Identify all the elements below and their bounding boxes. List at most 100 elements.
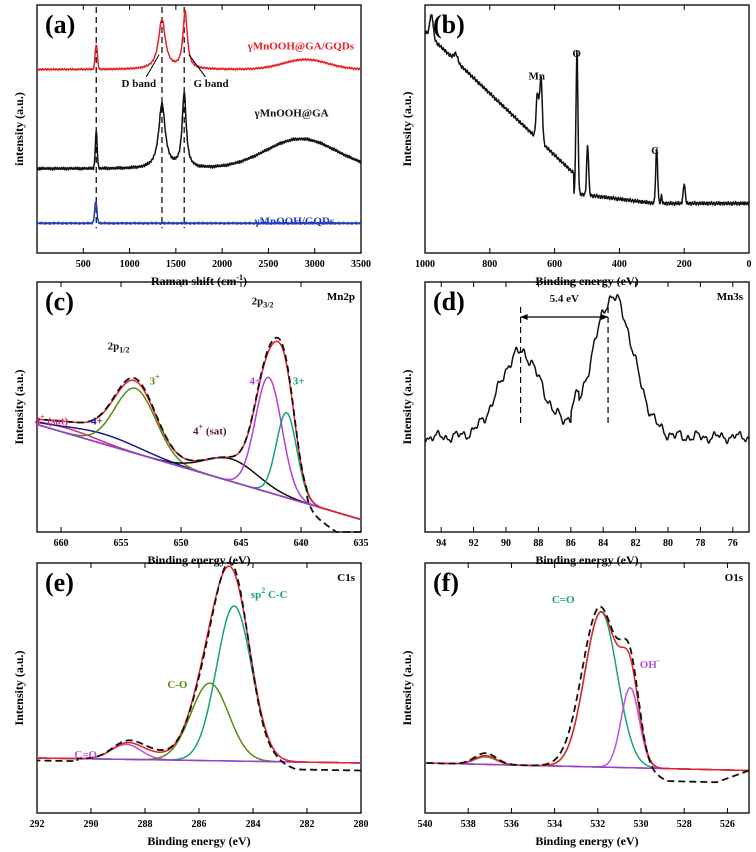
annotation-label: γMnOOH@GA [254,108,329,120]
x-axis-label-tail: ) [243,274,247,288]
annotation-text: 4 [193,426,199,438]
annotation-label: γMnOOH@GA/GQDs [247,41,355,53]
x-tick-label: 284 [246,819,261,830]
annotation-text: C-O [167,679,188,691]
series-mn2p_3a [36,387,362,521]
annotation-label: 3+ [293,376,305,388]
series-o1s_fit [424,610,750,772]
panel-tag: (e) [45,568,74,597]
panel-title: O1s [725,572,744,584]
x-tick-label: 532 [590,819,605,830]
x-tick-label: 286 [192,819,207,830]
x-axis-label: Binding energy (eV) [535,274,638,288]
annotation-text: 4+ [250,376,262,388]
annotation-sub: 1/2 [119,346,129,355]
panel-tag: (a) [45,10,75,39]
panel-b: (b) 1000 800 600 400 200 0 Binding energy (eV) I… [400,4,752,288]
x-tick-label: 3000 [305,259,325,270]
x-tick-label: 645 [234,538,249,549]
x-tick-label: 600 [547,259,562,270]
x-tick-label: 655 [114,538,129,549]
annotation-sup: 2 [261,586,265,595]
annotation-label: O [572,48,581,60]
annotation-sup: + [199,423,204,432]
x-axis-label-sup: -1 [236,273,243,282]
x-axis-label-text: Binding energy (eV) [535,274,638,288]
annotation-text: sp [251,589,261,601]
x-tick-label: 288 [138,819,153,830]
x-tick-label: 538 [461,819,476,830]
annotation-label: C [651,145,659,157]
x-tick-label: 280 [354,819,369,830]
annotation-label: D band [122,78,157,90]
series-c1s_exp [36,562,362,772]
x-tick-label: 1500 [166,259,186,270]
series-raman_top [36,9,362,72]
x-tick-label: 650 [174,538,189,549]
series-raman_mid [36,90,362,171]
panel-tag: (c) [45,287,74,316]
y-axis-label: Intensity (a.u.) [400,91,414,166]
annotation-text: C=O [552,594,575,606]
x-tick-label: 635 [354,538,369,549]
series-c1s_fit [36,565,362,764]
x-axis-label-text: Binding energy (eV) [535,834,638,848]
x-tick-label: 92 [469,538,479,549]
annotation-tail: (sat) [45,416,69,428]
series-survey [424,14,750,207]
x-tick-label: 1000 [120,259,140,270]
annotation-text: C [651,145,659,157]
annotation-text: Mn [529,70,546,82]
arrow-head-right [601,314,609,320]
y-axis-label: Intensity (a.u.) [400,369,414,444]
x-tick-label: 536 [504,819,519,830]
annotation-text: C=O [74,749,97,761]
annotation-text: 2p [252,296,264,308]
x-tick-label: 534 [547,819,562,830]
x-tick-label: 540 [418,819,433,830]
x-tick-label: 800 [482,259,497,270]
annotation-text: O [572,48,581,60]
annotation-label: 5.4 eV [550,293,579,305]
annotation-label: sp2 C-C [251,586,288,601]
x-tick-label: 526 [720,819,735,830]
annotation-text: 3 [150,376,156,388]
x-axis-label: Raman shift (cm-1) [151,273,247,288]
annotation-label: 4+ (sat) [193,423,227,438]
x-tick-label: 3500 [351,259,371,270]
annotation-label: 4+ (sat) [35,413,69,428]
panel-title: Mn3s [717,291,744,303]
panel-title: C1s [337,572,355,584]
panel-d: (d) Mn3s 94 92 90 88 86 84 82 80 78 76 Binding energ… [400,281,750,567]
x-axis-label: Binding energy (eV) [535,834,638,848]
annotation-sup: + [40,413,45,422]
plot-frame [36,4,362,254]
x-tick-label: 80 [663,538,673,549]
series-mn3s [424,293,750,445]
x-tick-label: 76 [728,538,738,549]
x-tick-label: 640 [294,538,309,549]
y-axis-label: Intensity (a.u.) [400,650,414,725]
x-tick-label: 0 [747,259,752,270]
series-mn2p_bg [36,423,362,521]
x-tick-label: 2500 [258,259,278,270]
plot-frame [424,281,750,533]
annotation-arrow [145,54,160,78]
x-axis-label-text: Binding energy (eV) [147,834,250,848]
annotation-label: 4+ [250,376,262,388]
annotation-tail: C-C [265,589,287,601]
annotation-sup: - [657,656,660,665]
annotation-label: Mn [529,70,546,82]
series-raman_bot [36,201,362,225]
panel-a: (a) 500 1000 1500 2000 2500 3000 3500 Raman shif… [12,4,371,288]
y-axis-label: Intensity (a.u.) [12,369,26,444]
annotation-text: 4 [35,416,41,428]
x-axis-label: Binding energy (eV) [535,553,638,567]
annotation-label: 3+ [150,373,161,388]
y-axis-label: intensity (a.u.) [12,92,26,166]
annotation-text: G band [193,78,228,90]
annotation-label: OH- [640,656,660,671]
annotation-label: 2p1/2 [108,341,130,355]
